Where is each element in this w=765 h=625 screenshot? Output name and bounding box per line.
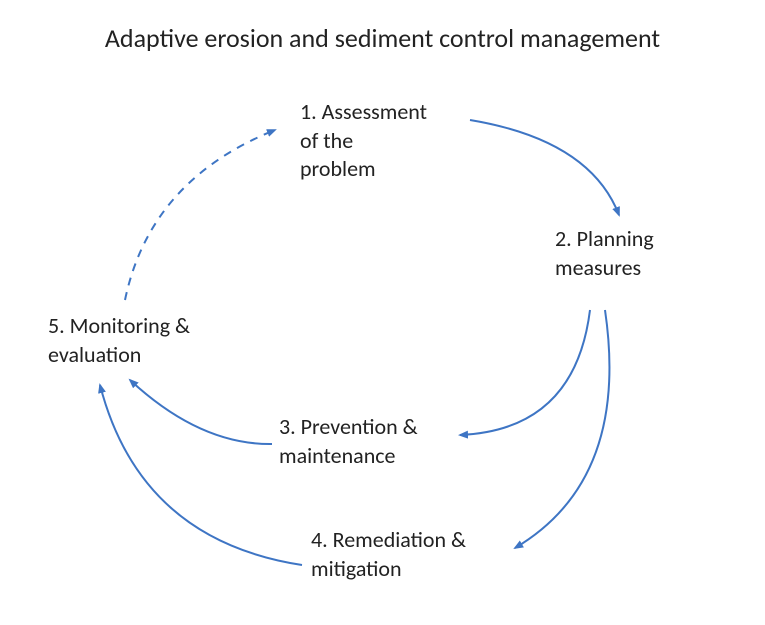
edge-arrow	[515, 310, 609, 548]
node-label-line: 5. Monitoring &	[48, 312, 190, 339]
node-label-line: of the	[300, 127, 353, 154]
node-label-line: 3. Prevention &	[279, 413, 418, 440]
node-assessment: 1. Assessment of the problem	[300, 98, 427, 184]
node-label-line: evaluation	[48, 341, 141, 368]
node-label-line: measures	[555, 254, 641, 281]
edge-arrow	[470, 120, 619, 215]
node-label-line: 4. Remediation &	[311, 526, 466, 553]
node-label-line: 2. Planning	[555, 225, 654, 252]
node-label-line: maintenance	[279, 442, 396, 469]
diagram-title: Adaptive erosion and sediment control ma…	[0, 22, 765, 54]
edge-arrow	[460, 310, 590, 435]
node-remediation: 4. Remediation & mitigation	[311, 526, 466, 583]
node-monitoring: 5. Monitoring & evaluation	[48, 312, 190, 369]
node-prevention: 3. Prevention & maintenance	[279, 413, 418, 470]
node-label-line: mitigation	[311, 555, 402, 582]
node-label-line: problem	[300, 155, 376, 182]
edge-arrow	[125, 130, 275, 300]
edge-arrow	[130, 380, 272, 444]
node-label-line: 1. Assessment	[300, 98, 427, 125]
edge-arrow	[100, 385, 302, 565]
node-planning: 2. Planning measures	[555, 225, 654, 282]
